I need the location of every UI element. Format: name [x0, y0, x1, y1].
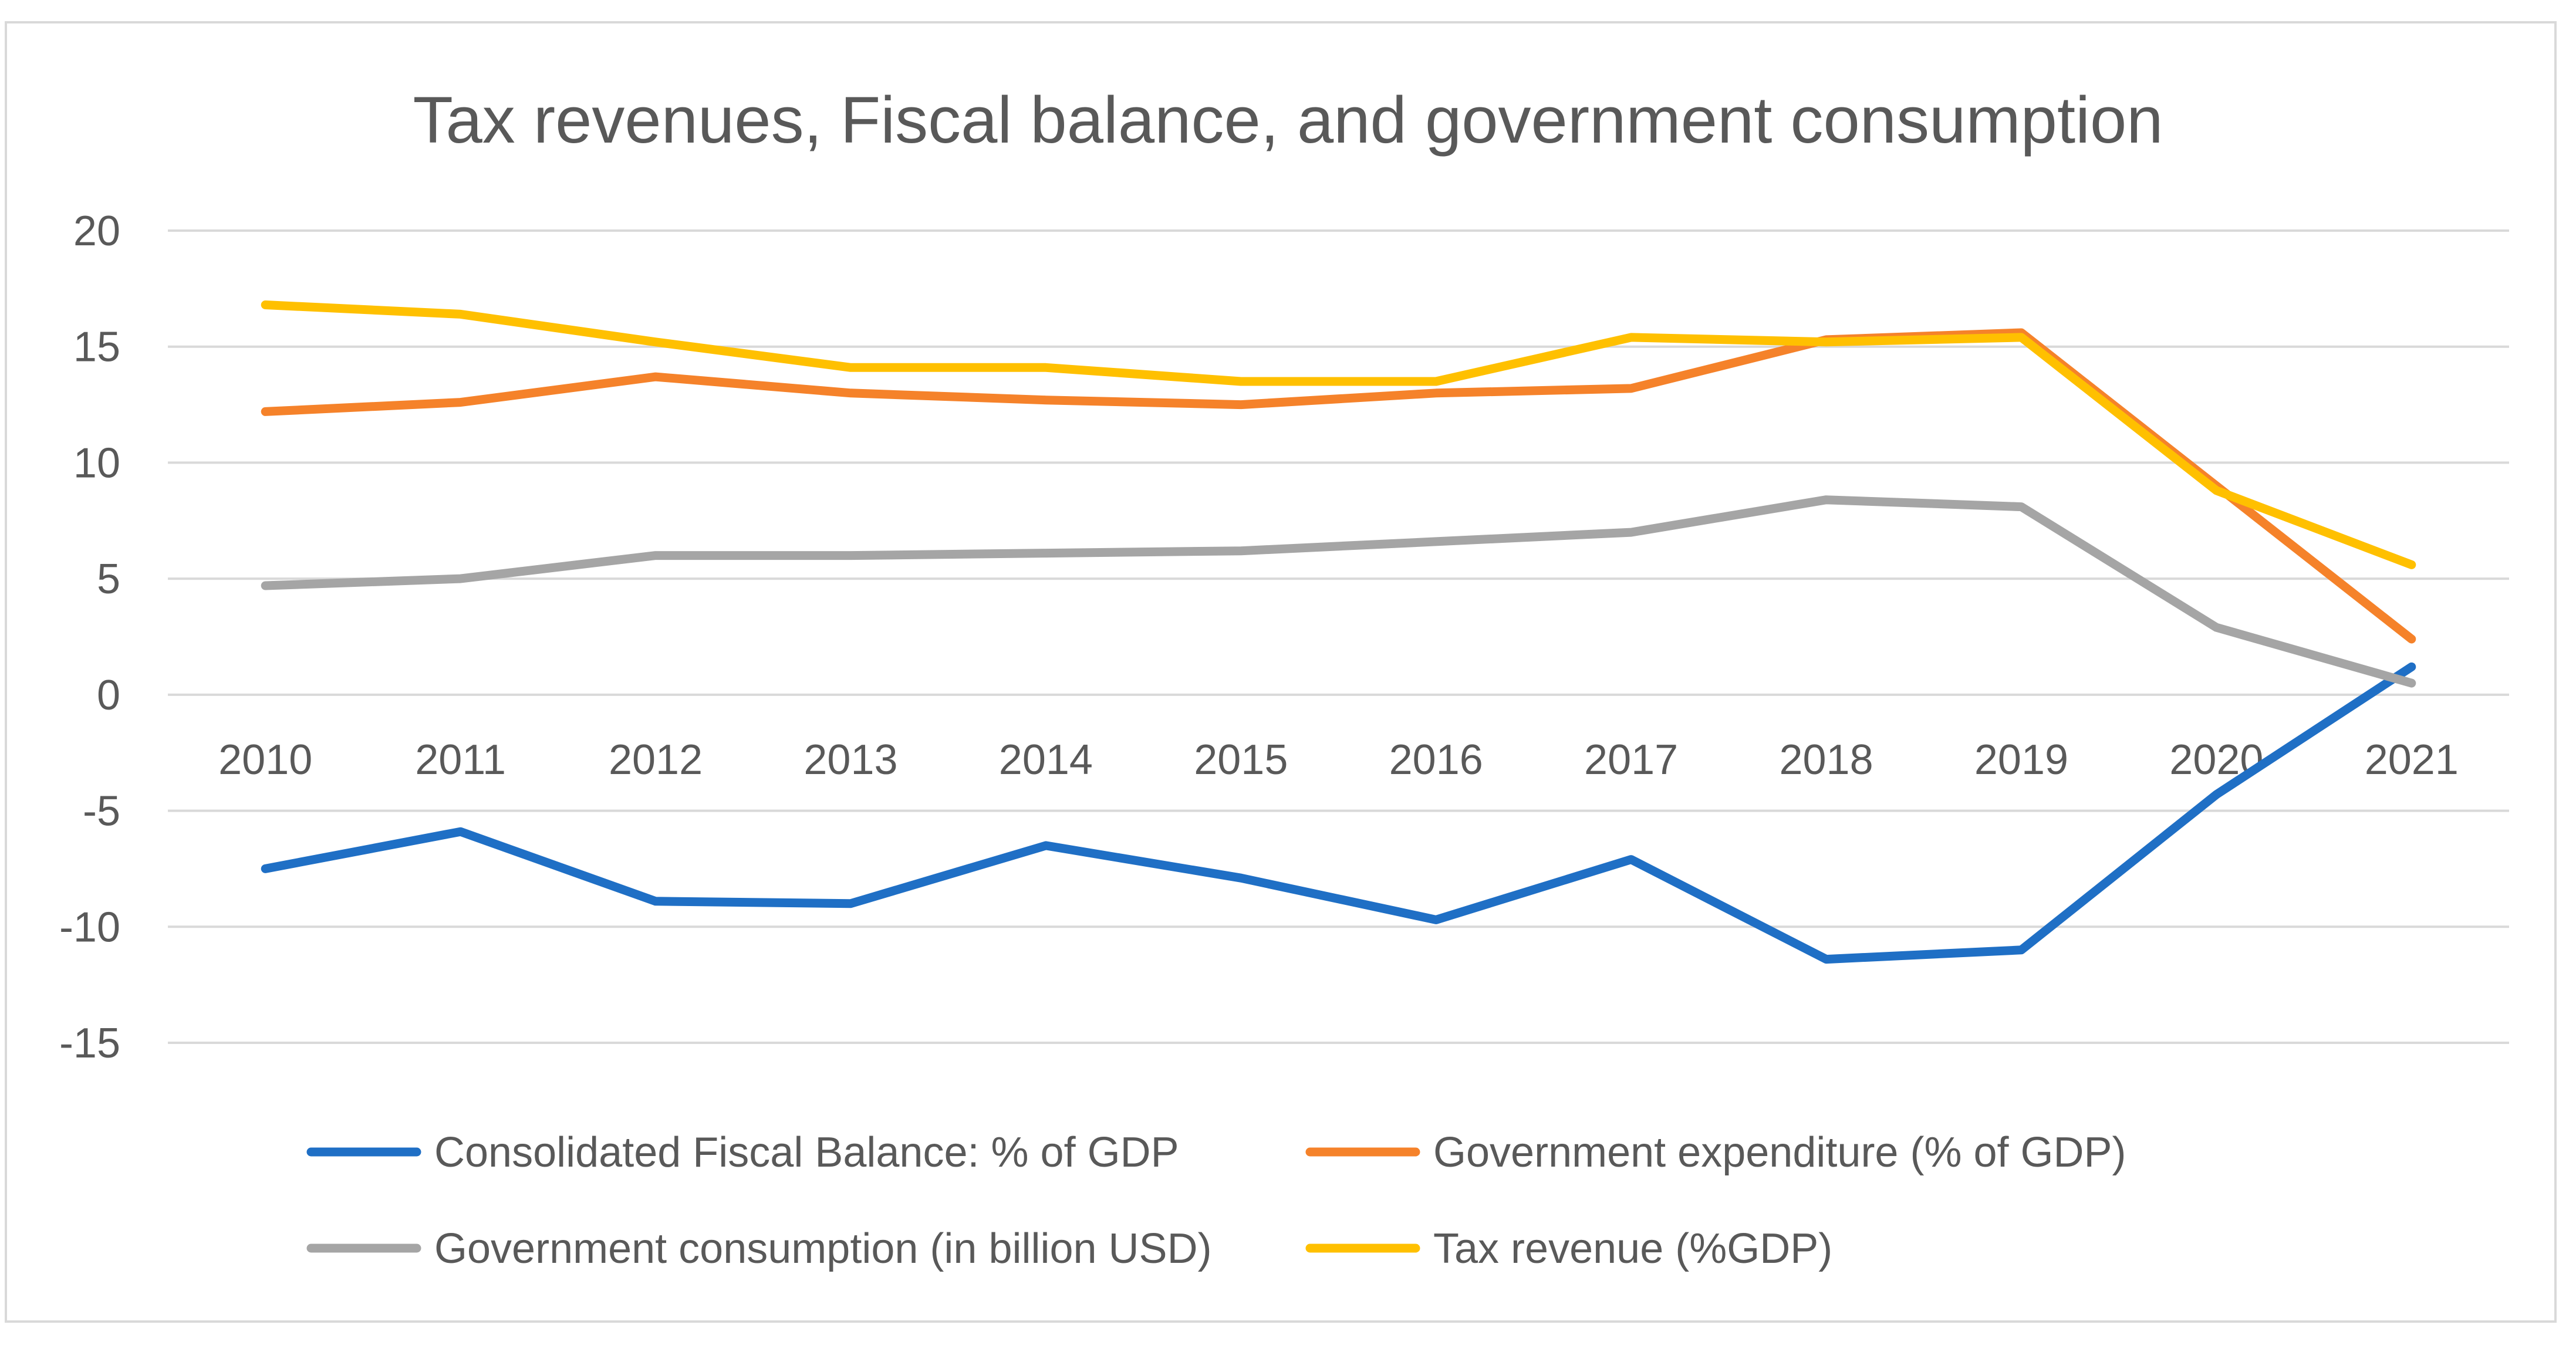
series-line-3	[261, 495, 2416, 688]
data-point	[456, 827, 465, 836]
x-axis-ticks: 2010 2011 2012 2013 2014 2015 2016 2017 2018 2019…	[218, 736, 2459, 783]
data-point	[651, 373, 660, 381]
y-tick-label: 20	[73, 208, 120, 255]
data-point	[1432, 915, 1440, 924]
data-point	[1822, 337, 1831, 346]
data-point	[261, 407, 270, 416]
data-point	[2212, 623, 2221, 632]
x-tick-label: 2011	[415, 736, 506, 783]
data-point	[846, 363, 855, 372]
data-point	[846, 551, 855, 560]
data-point	[1627, 528, 1636, 537]
data-point	[261, 582, 270, 590]
data-point	[1237, 400, 1245, 409]
legend-label: Tax revenue (%GDP)	[1433, 1225, 1832, 1272]
data-point	[456, 575, 465, 583]
x-tick-label: 2017	[1584, 736, 1678, 783]
x-tick-label: 2014	[999, 736, 1093, 783]
x-tick-label: 2019	[1974, 736, 2068, 783]
x-tick-label: 2012	[609, 736, 703, 783]
data-point	[2017, 945, 2025, 954]
data-point	[651, 897, 660, 905]
data-point	[1041, 396, 1050, 404]
data-point	[1432, 537, 1440, 546]
data-point	[1432, 388, 1440, 397]
data-point	[2017, 333, 2025, 342]
y-tick-label: -15	[59, 1020, 120, 1067]
data-point	[651, 337, 660, 346]
data-point	[2407, 560, 2416, 569]
data-point	[1627, 333, 1636, 342]
y-tick-label: -10	[59, 904, 120, 951]
data-point	[2407, 679, 2416, 688]
legend-label: Consolidated Fiscal Balance: % of GDP	[434, 1129, 1179, 1176]
data-point	[456, 398, 465, 407]
x-tick-label: 2010	[218, 736, 312, 783]
y-tick-label: 0	[97, 672, 120, 719]
legend-label: Government consumption (in billion USD)	[434, 1225, 1212, 1272]
data-point	[846, 388, 855, 397]
data-point	[1822, 495, 1831, 504]
chart-area	[5, 21, 2557, 1323]
x-tick-label: 2013	[803, 736, 897, 783]
gridlines	[168, 229, 2509, 1044]
data-point	[1041, 549, 1050, 557]
data-point	[651, 551, 660, 560]
data-point	[1627, 855, 1636, 864]
data-point	[2407, 663, 2416, 671]
data-point	[261, 300, 270, 309]
data-point	[1237, 377, 1245, 386]
data-point	[261, 864, 270, 873]
x-tick-label: 2016	[1389, 736, 1483, 783]
legend: Consolidated Fiscal Balance: % of GDP Gov…	[306, 1129, 2126, 1272]
data-point	[1041, 363, 1050, 372]
y-tick-label: 5	[97, 556, 120, 603]
data-point	[456, 310, 465, 319]
data-point	[1822, 955, 1831, 964]
data-point	[846, 899, 855, 908]
x-tick-label: 2015	[1194, 736, 1288, 783]
data-point	[1237, 546, 1245, 555]
data-point	[1041, 841, 1050, 850]
data-point	[1627, 384, 1636, 393]
x-tick-label: 2018	[1779, 736, 1873, 783]
series-lines	[261, 300, 2416, 964]
series-line-4	[261, 300, 2416, 569]
series-line-1	[261, 662, 2416, 964]
y-tick-label: 10	[73, 440, 120, 486]
chart-title: Tax revenues, Fiscal balance, and govern…	[413, 83, 2163, 157]
y-axis-ticks: -15 -10 -5 0 5 10 15 20	[59, 208, 120, 1067]
data-point	[2407, 634, 2416, 643]
data-point	[2017, 502, 2025, 511]
x-tick-label: 2021	[2365, 736, 2459, 783]
data-point	[1237, 874, 1245, 883]
legend-label: Government expenditure (% of GDP)	[1433, 1129, 2126, 1176]
y-tick-label: -5	[83, 788, 120, 835]
data-point	[1432, 377, 1440, 386]
data-point	[2212, 486, 2221, 495]
data-point	[2212, 790, 2221, 799]
y-tick-label: 15	[73, 324, 120, 371]
